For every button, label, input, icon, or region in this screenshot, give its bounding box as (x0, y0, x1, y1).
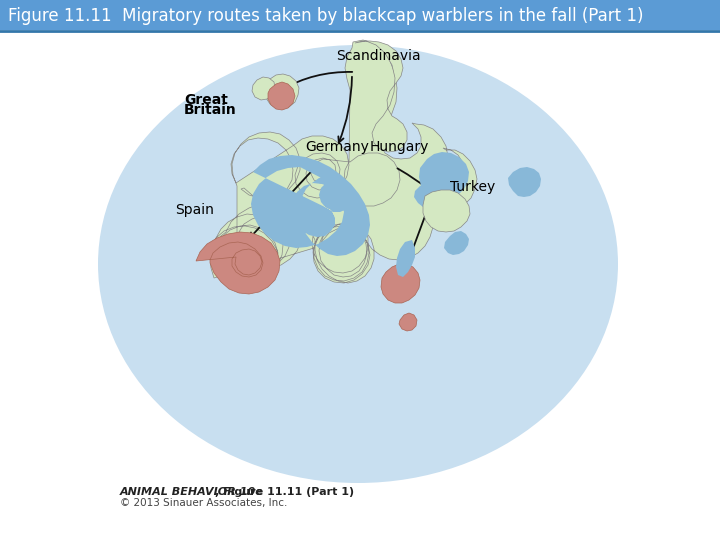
Polygon shape (444, 231, 469, 255)
Polygon shape (265, 74, 299, 109)
Text: © 2013 Sinauer Associates, Inc.: © 2013 Sinauer Associates, Inc. (120, 498, 287, 508)
Polygon shape (251, 155, 370, 256)
Text: , Figure 11.11 (Part 1): , Figure 11.11 (Part 1) (215, 487, 354, 497)
Polygon shape (210, 40, 477, 290)
Polygon shape (414, 184, 438, 207)
Text: Figure 11.11  Migratory routes taken by blackcap warblers in the fall (Part 1): Figure 11.11 Migratory routes taken by b… (8, 7, 644, 25)
Text: Spain: Spain (175, 203, 214, 217)
Text: Germany: Germany (305, 140, 369, 154)
Polygon shape (423, 190, 470, 232)
Polygon shape (399, 313, 417, 331)
Polygon shape (268, 82, 295, 110)
Polygon shape (396, 240, 415, 277)
Text: Britain: Britain (184, 103, 237, 117)
Polygon shape (419, 152, 469, 201)
Text: Great: Great (184, 93, 228, 107)
Polygon shape (508, 167, 541, 197)
Bar (0, 0, 720, 30)
Polygon shape (252, 77, 275, 100)
Ellipse shape (98, 45, 618, 483)
Polygon shape (196, 232, 280, 294)
Text: Scandinavia: Scandinavia (336, 49, 420, 63)
Polygon shape (355, 41, 407, 152)
Text: Hungary: Hungary (370, 140, 429, 154)
Polygon shape (381, 264, 420, 303)
Text: ANIMAL BEHAVIOR 10e: ANIMAL BEHAVIOR 10e (120, 487, 264, 497)
Text: Turkey: Turkey (450, 180, 495, 194)
